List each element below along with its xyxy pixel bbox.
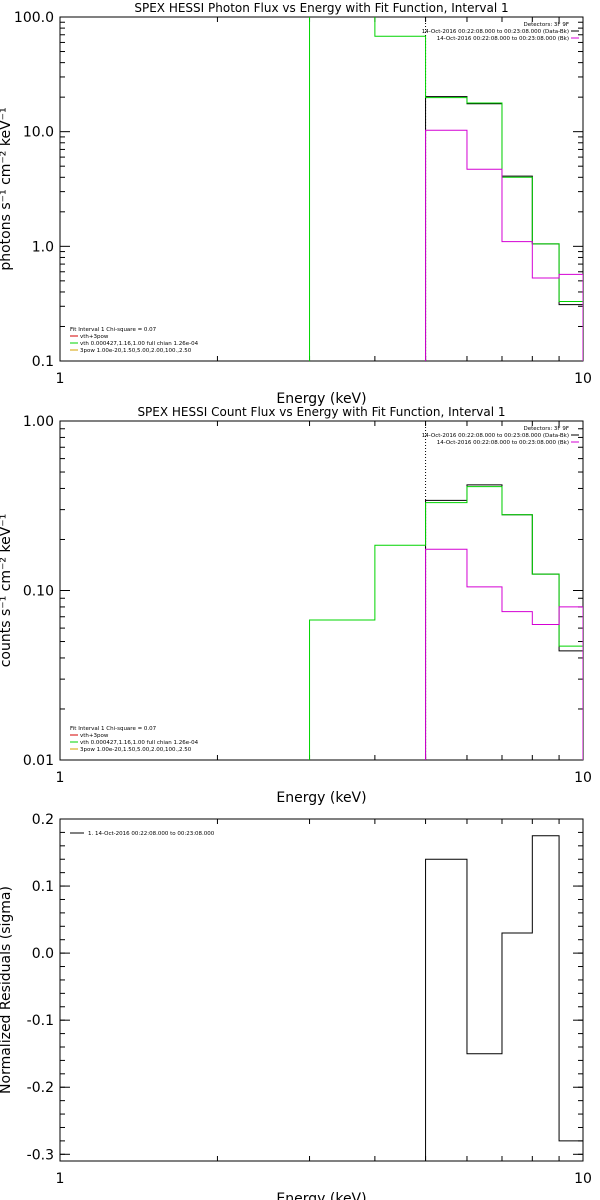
chart3-plot-frame bbox=[59, 818, 584, 1162]
chart2-fit-text: vth+3pow bbox=[80, 733, 109, 739]
chart1-fit-text: vth 0.000427,1.16,1.00 full chian 1.26e-… bbox=[80, 341, 199, 347]
chart2-fit-text: vth 0.000427,1.16,1.00 full chian 1.26e-… bbox=[80, 740, 199, 746]
chart2-x-tick-label: 10 bbox=[574, 770, 592, 786]
chart1-y-tick-label: 100.0 bbox=[14, 10, 54, 26]
chart1-info-text: 14-Oct-2016 00:22:08.000 to 00:23:08.000… bbox=[422, 29, 569, 35]
chart1-plot-frame bbox=[59, 16, 584, 362]
chart1-info-text: 14-Oct-2016 00:22:08.000 to 00:23:08.000… bbox=[437, 36, 569, 42]
chart1-x-axis-label: Energy (keV) bbox=[276, 391, 366, 407]
chart2-y-axis-label: counts s⁻¹ cm⁻² keV⁻¹ bbox=[0, 514, 14, 668]
chart2-fit-text: Fit Interval 1 Chi-square = 0.07 bbox=[70, 726, 157, 732]
chart1-y-tick-label: 10.0 bbox=[23, 125, 54, 141]
chart2-title: SPEX HESSI Count Flux vs Energy with Fit… bbox=[137, 405, 505, 419]
chart1-y-axis-label: photons s⁻¹ cm⁻² keV⁻¹ bbox=[0, 107, 14, 270]
chart1-fit-text: vth+3pow bbox=[80, 334, 109, 340]
chart1-x-tick-label: 1 bbox=[56, 371, 65, 387]
chart3-x-tick-label: 1 bbox=[56, 1171, 65, 1187]
chart3-y-tick-label: -0.3 bbox=[27, 1147, 54, 1163]
chart3-y-tick-label: -0.1 bbox=[27, 1013, 54, 1029]
chart2-y-tick-label: 1.00 bbox=[23, 414, 54, 430]
chart2-fit-text: 3pow 1.00e-20,1.50,5.00,2.00,100.,2.50 bbox=[80, 747, 192, 753]
chart1-y-tick-label: 1.0 bbox=[32, 239, 54, 255]
chart2-info-text: 14-Oct-2016 00:22:08.000 to 00:23:08.000… bbox=[422, 433, 569, 439]
chart2-y-tick-label: 0.01 bbox=[23, 753, 54, 769]
chart1-fit-text: 3pow 1.00e-20,1.50,5.00,2.00,100.,2.50 bbox=[80, 348, 192, 354]
chart1-series-1-line bbox=[309, 17, 583, 361]
chart3-series-0-line bbox=[425, 835, 583, 1161]
chart1-info-text: Detectors: 3F 9F bbox=[523, 22, 569, 28]
chart3-y-tick-label: 0.0 bbox=[32, 946, 54, 962]
chart2-y-tick-label: 0.10 bbox=[23, 584, 54, 600]
chart3-x-tick-label: 10 bbox=[574, 1171, 592, 1187]
chart3-y-axis-label: Normalized Residuals (sigma) bbox=[0, 886, 14, 1094]
chart3-y-tick-label: 0.1 bbox=[32, 879, 54, 895]
chart1-y-tick-label: 0.1 bbox=[32, 354, 54, 370]
chart3-legend-text: 1. 14-Oct-2016 00:22:08.000 to 00:23:08.… bbox=[88, 831, 215, 837]
chart1-title: SPEX HESSI Photon Flux vs Energy with Fi… bbox=[134, 1, 508, 15]
chart2-x-axis-label: Energy (keV) bbox=[276, 790, 366, 806]
chart1-series-2-line bbox=[425, 129, 583, 361]
chart2-x-tick-label: 1 bbox=[56, 770, 65, 786]
chart3-y-tick-label: 0.2 bbox=[32, 812, 54, 828]
chart2-plot-frame bbox=[59, 420, 584, 761]
chart3-x-axis-label: Energy (keV) bbox=[276, 1191, 366, 1200]
chart1-series-0-line bbox=[425, 96, 583, 361]
chart2-info-text: Detectors: 3F 9F bbox=[523, 426, 569, 432]
chart1-x-tick-label: 10 bbox=[574, 371, 592, 387]
chart2-info-text: 14-Oct-2016 00:22:08.000 to 00:23:08.000… bbox=[437, 440, 569, 446]
chart2-series-2-line bbox=[425, 548, 583, 760]
chart3-y-tick-label: -0.2 bbox=[27, 1080, 54, 1096]
chart1-fit-text: Fit Interval 1 Chi-square = 0.07 bbox=[70, 327, 157, 333]
